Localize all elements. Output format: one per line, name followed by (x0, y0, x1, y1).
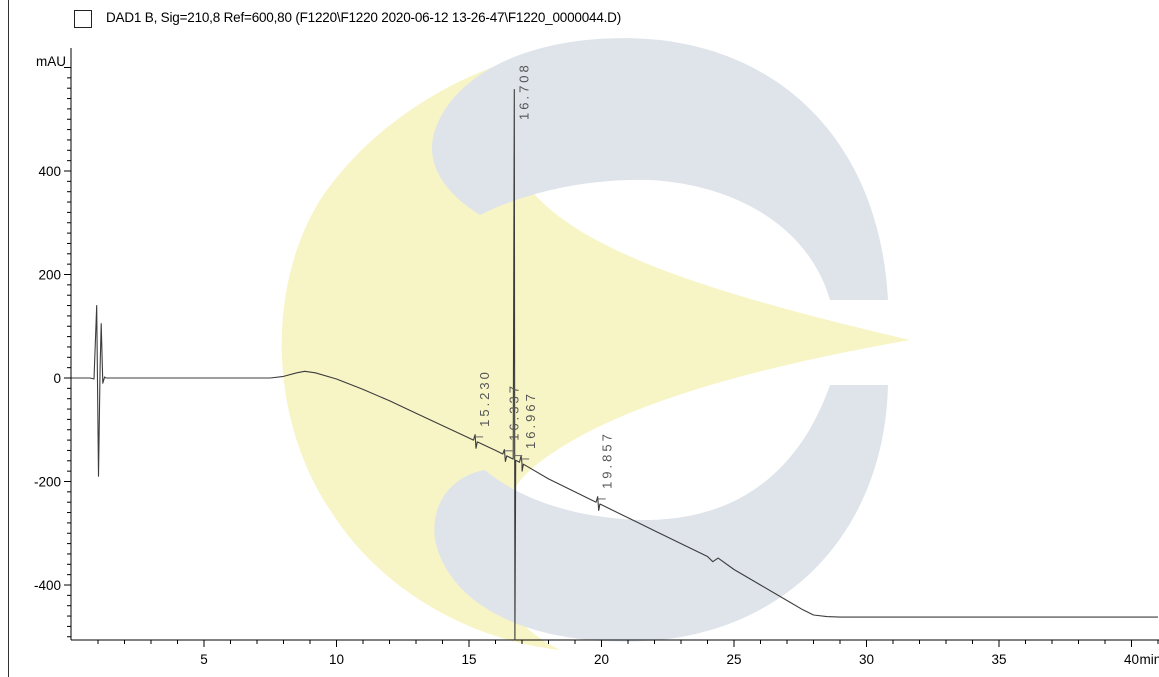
y-tick-label: -400 (34, 578, 61, 593)
legend-checkbox[interactable] (74, 10, 92, 28)
peak-label: 16.967 (523, 391, 538, 449)
x-tick-label: 5 (200, 652, 208, 667)
legend: DAD1 B, Sig=210,8 Ref=600,80 (F1220\F122… (0, 0, 1159, 36)
peak-label: 15.230 (477, 369, 492, 427)
x-tick-label: 10 (329, 652, 344, 667)
x-tick-label: 15 (461, 652, 476, 667)
y-axis-unit-label: mAU (36, 54, 66, 69)
x-tick-label: 35 (991, 652, 1006, 667)
peak-label: 16.337 (506, 383, 521, 441)
y-tick-label: 400 (38, 164, 61, 179)
peak-label: 19.857 (600, 431, 615, 489)
company-logo-watermark (282, 38, 910, 650)
x-axis-unit-label: min (1140, 652, 1159, 667)
x-tick-label: 40 (1124, 652, 1139, 667)
x-tick-label: 20 (594, 652, 609, 667)
y-axis-ticks: -400 -200 0 200 400 (34, 68, 71, 637)
x-axis-ticks: 5 10 15 20 25 30 35 40 min (98, 640, 1159, 667)
legend-label: DAD1 B, Sig=210,8 Ref=600,80 (F1220\F122… (106, 10, 621, 25)
y-tick-label: -200 (34, 475, 61, 490)
peak-label: 16.708 (516, 62, 531, 120)
x-tick-label: 25 (726, 652, 741, 667)
y-tick-label: 200 (38, 268, 61, 283)
x-tick-label: 30 (859, 652, 874, 667)
y-tick-label: 0 (53, 371, 61, 386)
